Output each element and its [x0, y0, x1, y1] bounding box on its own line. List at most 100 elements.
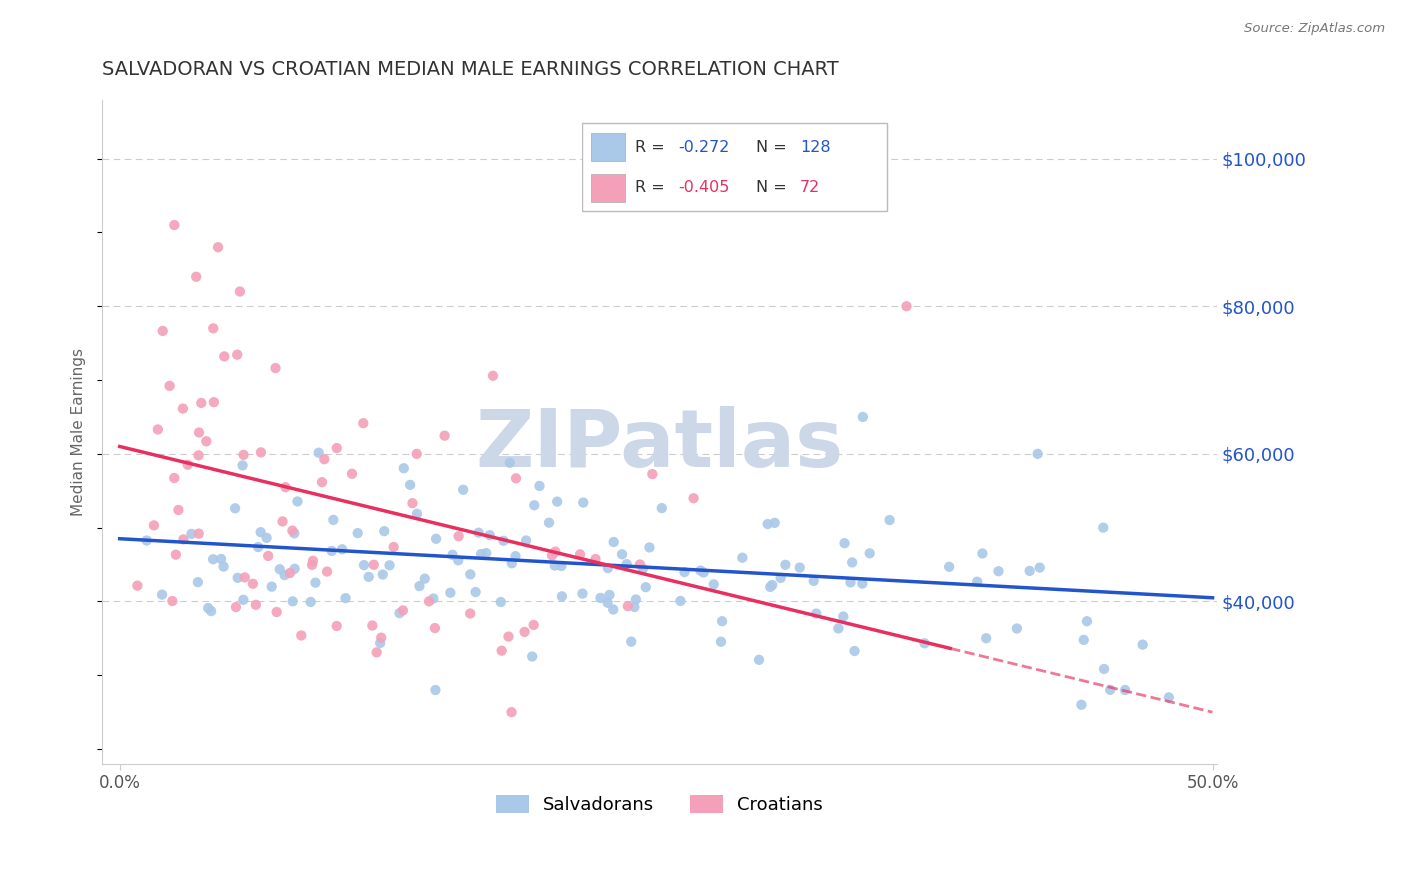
Point: [689, 564, 711, 578]
Point: [256, 531, 278, 545]
Point: [628, 558, 651, 572]
Point: [638, 541, 661, 555]
Point: [299, 595, 322, 609]
Point: [938, 559, 960, 574]
Point: [806, 607, 828, 621]
Point: [620, 634, 643, 648]
Point: [529, 479, 551, 493]
Text: ZIPatlas: ZIPatlas: [475, 406, 844, 484]
Point: [242, 576, 264, 591]
Point: [187, 575, 209, 590]
Point: [250, 445, 273, 459]
Point: [505, 471, 527, 485]
Point: [226, 571, 249, 585]
Point: [522, 649, 544, 664]
Point: [513, 624, 536, 639]
Point: [278, 566, 301, 580]
Point: [190, 396, 212, 410]
Point: [544, 544, 567, 558]
Point: [1070, 698, 1092, 712]
Point: [596, 596, 619, 610]
Point: [425, 532, 447, 546]
Point: [311, 475, 333, 489]
Point: [281, 524, 304, 538]
Point: [150, 588, 173, 602]
Point: [1092, 662, 1115, 676]
Point: [852, 409, 875, 424]
Point: [357, 570, 380, 584]
Point: [202, 552, 225, 566]
Point: [346, 526, 368, 541]
Point: [405, 447, 427, 461]
Point: [731, 550, 754, 565]
Point: [789, 560, 811, 574]
Point: [602, 535, 624, 549]
Point: [585, 552, 607, 566]
Point: [127, 579, 149, 593]
Point: [489, 595, 512, 609]
Point: [478, 528, 501, 542]
Point: [257, 549, 280, 563]
Point: [159, 379, 181, 393]
Point: [1099, 682, 1122, 697]
Point: [214, 350, 236, 364]
Point: [162, 594, 184, 608]
Point: [361, 618, 384, 632]
Point: [330, 542, 353, 557]
Point: [200, 604, 222, 618]
Point: [571, 586, 593, 600]
Point: [340, 467, 363, 481]
Point: [245, 598, 267, 612]
Point: [322, 513, 344, 527]
Point: [1005, 622, 1028, 636]
Point: [274, 480, 297, 494]
Point: [447, 553, 470, 567]
Point: [316, 565, 339, 579]
Point: [271, 515, 294, 529]
Point: [616, 557, 638, 571]
Point: [841, 556, 863, 570]
Point: [186, 269, 208, 284]
Point: [422, 591, 444, 606]
Point: [537, 516, 560, 530]
Point: [373, 524, 395, 538]
Point: [281, 594, 304, 608]
Point: [1092, 521, 1115, 535]
Point: [859, 546, 882, 560]
Point: [283, 526, 305, 541]
Point: [501, 705, 523, 719]
Point: [260, 580, 283, 594]
Point: [499, 456, 522, 470]
Point: [392, 461, 415, 475]
Point: [972, 547, 994, 561]
Point: [631, 562, 654, 576]
Point: [273, 568, 295, 582]
Point: [247, 540, 270, 554]
Point: [399, 478, 422, 492]
Point: [692, 566, 714, 580]
Point: [172, 401, 194, 416]
Point: [321, 544, 343, 558]
Point: [669, 594, 692, 608]
Point: [301, 558, 323, 572]
Point: [515, 533, 537, 548]
Point: [1157, 690, 1180, 705]
Point: [458, 607, 481, 621]
Point: [187, 526, 209, 541]
Point: [441, 548, 464, 562]
Point: [1028, 560, 1050, 574]
Point: [451, 483, 474, 497]
Point: [775, 558, 797, 572]
Point: [1076, 614, 1098, 628]
Point: [896, 299, 918, 313]
Point: [232, 592, 254, 607]
Point: [212, 559, 235, 574]
Point: [378, 558, 401, 573]
Point: [710, 634, 733, 648]
Point: [188, 425, 211, 440]
Text: Source: ZipAtlas.com: Source: ZipAtlas.com: [1244, 22, 1385, 36]
Point: [418, 594, 440, 608]
Point: [269, 562, 291, 576]
Point: [832, 609, 855, 624]
Point: [844, 644, 866, 658]
